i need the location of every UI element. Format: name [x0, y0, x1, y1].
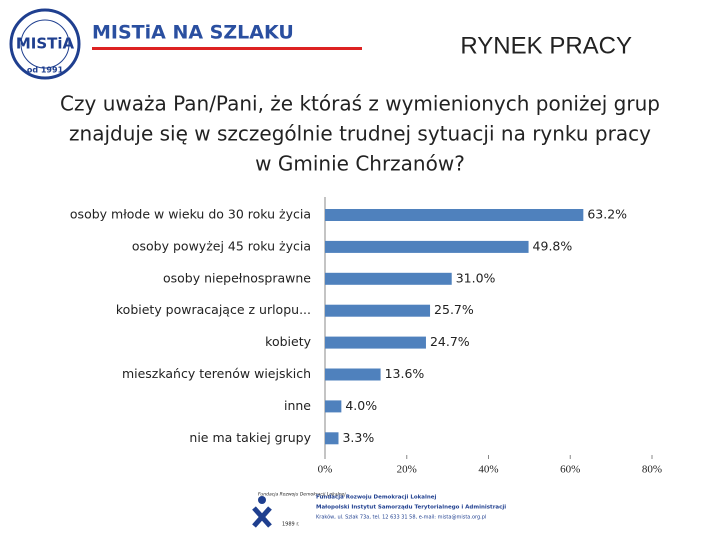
category-label: osoby niepełnosprawne — [163, 270, 311, 285]
bar — [325, 304, 431, 317]
category-label: nie ma takiej grupy — [189, 430, 311, 445]
title-line: Czy uważa Pan/Pani, że któraś z wymienio… — [60, 92, 660, 116]
logo-year: od 1991 — [27, 66, 64, 75]
logo-text: MISTiA — [16, 35, 75, 53]
title-line: w Gminie Chrzanów? — [255, 152, 465, 176]
section-title: RYNEK PRACY — [460, 32, 632, 59]
x-tick-label: 20% — [397, 464, 417, 476]
value-label: 24.7% — [430, 334, 470, 349]
category-label: kobiety powracające z urlopu... — [116, 302, 311, 317]
x-tick-label: 0% — [318, 464, 333, 476]
chart-title: Czy uważa Pan/Pani, że któraś z wymienio… — [60, 92, 660, 176]
value-label: 4.0% — [345, 398, 377, 413]
small-logo: Fundacja Rozwoju Demokracji Lokalnej 198… — [252, 492, 346, 528]
brand: MISTiA NA SZLAKU — [92, 22, 294, 44]
category-label: osoby powyżej 45 roku życia — [132, 238, 311, 253]
bar — [325, 272, 452, 285]
brand-rule — [92, 47, 362, 50]
bar — [325, 368, 381, 381]
footer-line: Kraków, ul. Szlak 73a, tel. 12 633 31 58… — [316, 514, 486, 521]
value-label: 13.6% — [385, 366, 425, 381]
category-label: osoby młode w wieku do 30 roku życia — [70, 207, 311, 222]
x-tick-label: 60% — [560, 464, 580, 476]
value-label: 25.7% — [434, 302, 474, 317]
small-logo-year: 1989 r. — [282, 522, 300, 528]
bar — [325, 209, 584, 221]
x-tick-label: 80% — [642, 464, 662, 476]
category-label: kobiety — [265, 334, 311, 349]
x-tick-label: 40% — [478, 464, 498, 476]
title-line: znajduje się w szczególnie trudnej sytua… — [69, 122, 651, 146]
bar — [325, 336, 426, 349]
category-label: inne — [284, 398, 311, 413]
value-label: 3.3% — [342, 430, 374, 445]
value-label: 31.0% — [456, 270, 496, 285]
small-logo-text: Fundacja Rozwoju Demokracji Lokalnej — [258, 492, 346, 498]
footer-line: Małopolski Instytut Samorządu Terytorial… — [316, 505, 506, 511]
plot: 0% 20% 40% 60% 80% osoby młode w wieku do 30 … — [70, 197, 662, 476]
value-label: 63.2% — [587, 207, 627, 222]
footer-line: Fundacja Rozwoju Demokracji Lokalnej — [316, 495, 437, 501]
bar — [325, 400, 342, 413]
logo-inner — [20, 19, 70, 69]
bar — [325, 432, 339, 445]
category-label: mieszkańcy terenów wiejskich — [122, 366, 311, 381]
bar — [325, 240, 529, 253]
value-label: 49.8% — [533, 238, 573, 253]
icon-body — [252, 506, 272, 528]
icon-head — [258, 496, 266, 504]
